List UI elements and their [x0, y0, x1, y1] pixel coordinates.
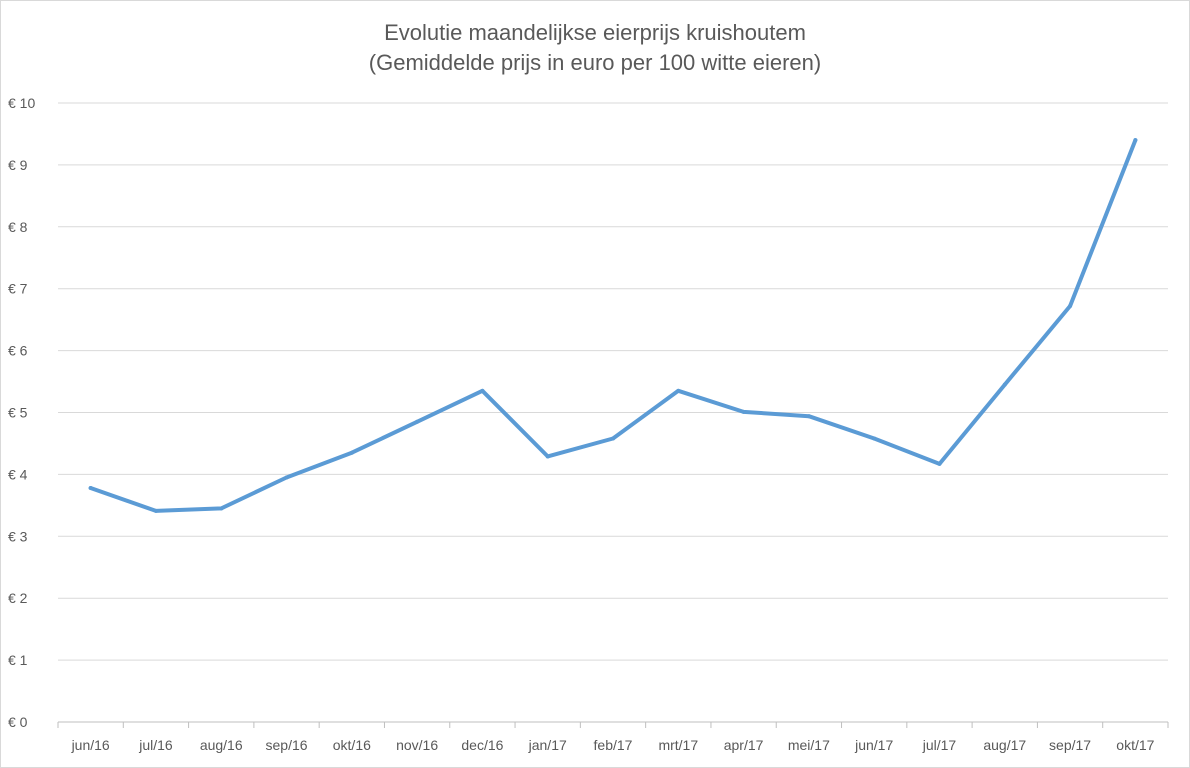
data-point — [872, 436, 877, 441]
data-point — [937, 461, 942, 466]
x-tick-label: feb/17 — [594, 737, 633, 753]
x-tick-label: okt/17 — [1116, 737, 1154, 753]
x-tick-label: sep/16 — [266, 737, 308, 753]
data-point — [1002, 382, 1007, 387]
y-tick-label: € 4 — [8, 466, 28, 482]
y-tick-label: € 8 — [8, 219, 28, 235]
data-point — [611, 436, 615, 441]
data-point — [1068, 304, 1073, 309]
y-tick-label: € 5 — [8, 405, 28, 421]
series-layer — [88, 138, 1138, 513]
x-tick-label: jun/16 — [71, 737, 110, 753]
data-point — [480, 388, 485, 393]
y-tick-label: € 6 — [8, 343, 28, 359]
x-tick-label: sep/17 — [1049, 737, 1091, 753]
y-tick-label: € 0 — [8, 714, 28, 730]
data-point — [284, 475, 289, 480]
axis-layer: € 0 € 1 € 2 € 3 € 4 € 5 € 6 € 7 € 8 € 9 € 10 jun/16… — [8, 95, 1169, 753]
data-point — [676, 388, 681, 393]
data-point — [219, 506, 224, 511]
data-point — [806, 414, 811, 419]
data-point — [1133, 138, 1138, 143]
x-tick-label: okt/16 — [333, 737, 371, 753]
x-tick-label: apr/17 — [724, 737, 764, 753]
grid-layer — [58, 102, 1168, 661]
y-tick-label: € 10 — [8, 95, 35, 111]
x-tick-label: jul/16 — [138, 737, 173, 753]
y-tick-label: € 2 — [8, 590, 28, 606]
chart-title: Evolutie maandelijkse eierprijs kruishou… — [0, 18, 1190, 78]
x-tick-label: jan/17 — [528, 737, 567, 753]
data-point — [415, 419, 420, 424]
x-tick-label: aug/16 — [200, 737, 243, 753]
x-tick-label: aug/17 — [983, 737, 1026, 753]
data-point — [349, 450, 354, 455]
series-line — [88, 138, 1138, 513]
y-tick-label: € 9 — [8, 157, 28, 173]
x-tick-label: mrt/17 — [658, 737, 698, 753]
y-tick-label: € 7 — [8, 281, 28, 297]
x-tick-label: dec/16 — [461, 737, 503, 753]
y-tick-label: € 1 — [8, 652, 28, 668]
data-point — [88, 486, 93, 491]
data-point — [545, 454, 550, 459]
data-point — [741, 409, 746, 414]
chart-subtitle: (Gemiddelde prijs in euro per 100 witte … — [368, 50, 822, 75]
data-point — [153, 508, 158, 513]
x-tick-label: jul/17 — [922, 737, 957, 753]
x-tick-label: mei/17 — [788, 737, 830, 753]
y-tick-label: € 3 — [8, 528, 28, 544]
x-tick-label: jun/17 — [854, 737, 893, 753]
chart-title-line1: Evolutie maandelijkse eierprijs kruishou… — [384, 20, 806, 45]
x-tick-label: nov/16 — [396, 737, 438, 753]
